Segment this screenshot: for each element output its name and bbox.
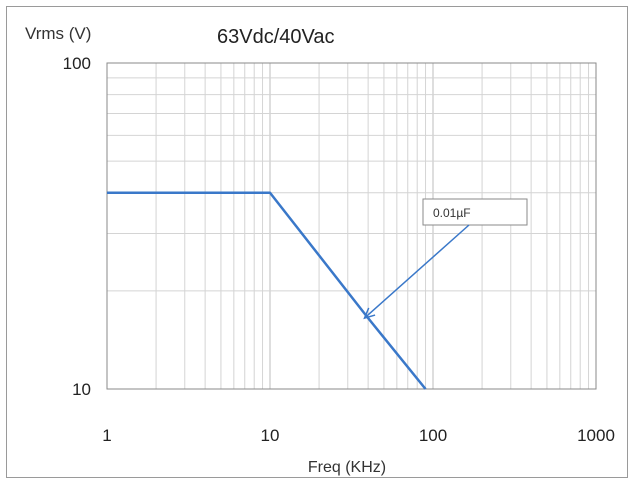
y-tick-label: 100 [63, 54, 91, 73]
series-layer [107, 191, 427, 390]
plot-area-border [106, 62, 597, 390]
x-tick-label: 100 [419, 426, 447, 445]
annotation-label: 0.01µF [433, 206, 471, 220]
y-axis-label: Vrms (V) [25, 24, 91, 43]
x-tick-label: 1000 [577, 426, 615, 445]
series-line [107, 191, 427, 390]
annotation-arrow-head [363, 307, 376, 320]
annotation-box [422, 198, 528, 226]
chart-frame: 1 10 100 1000 10 100 0.01µF 63Vdc/40Vac Vrms … [6, 6, 628, 478]
annotation-arrow-line [364, 224, 470, 319]
y-tick-label: 10 [72, 380, 91, 399]
chart-title: 63Vdc/40Vac [217, 26, 335, 48]
x-axis-label: Freq (KHz) [308, 459, 386, 476]
x-tick-label: 10 [261, 426, 280, 445]
grid [106, 62, 597, 390]
x-tick-label: 1 [102, 426, 111, 445]
tick-labels: 1 10 100 1000 10 100 [63, 54, 615, 445]
annotation-layer: 0.01µF [363, 198, 528, 320]
chart-svg: 1 10 100 1000 10 100 0.01µF 63Vdc/40Vac Vrms … [25, 24, 615, 476]
